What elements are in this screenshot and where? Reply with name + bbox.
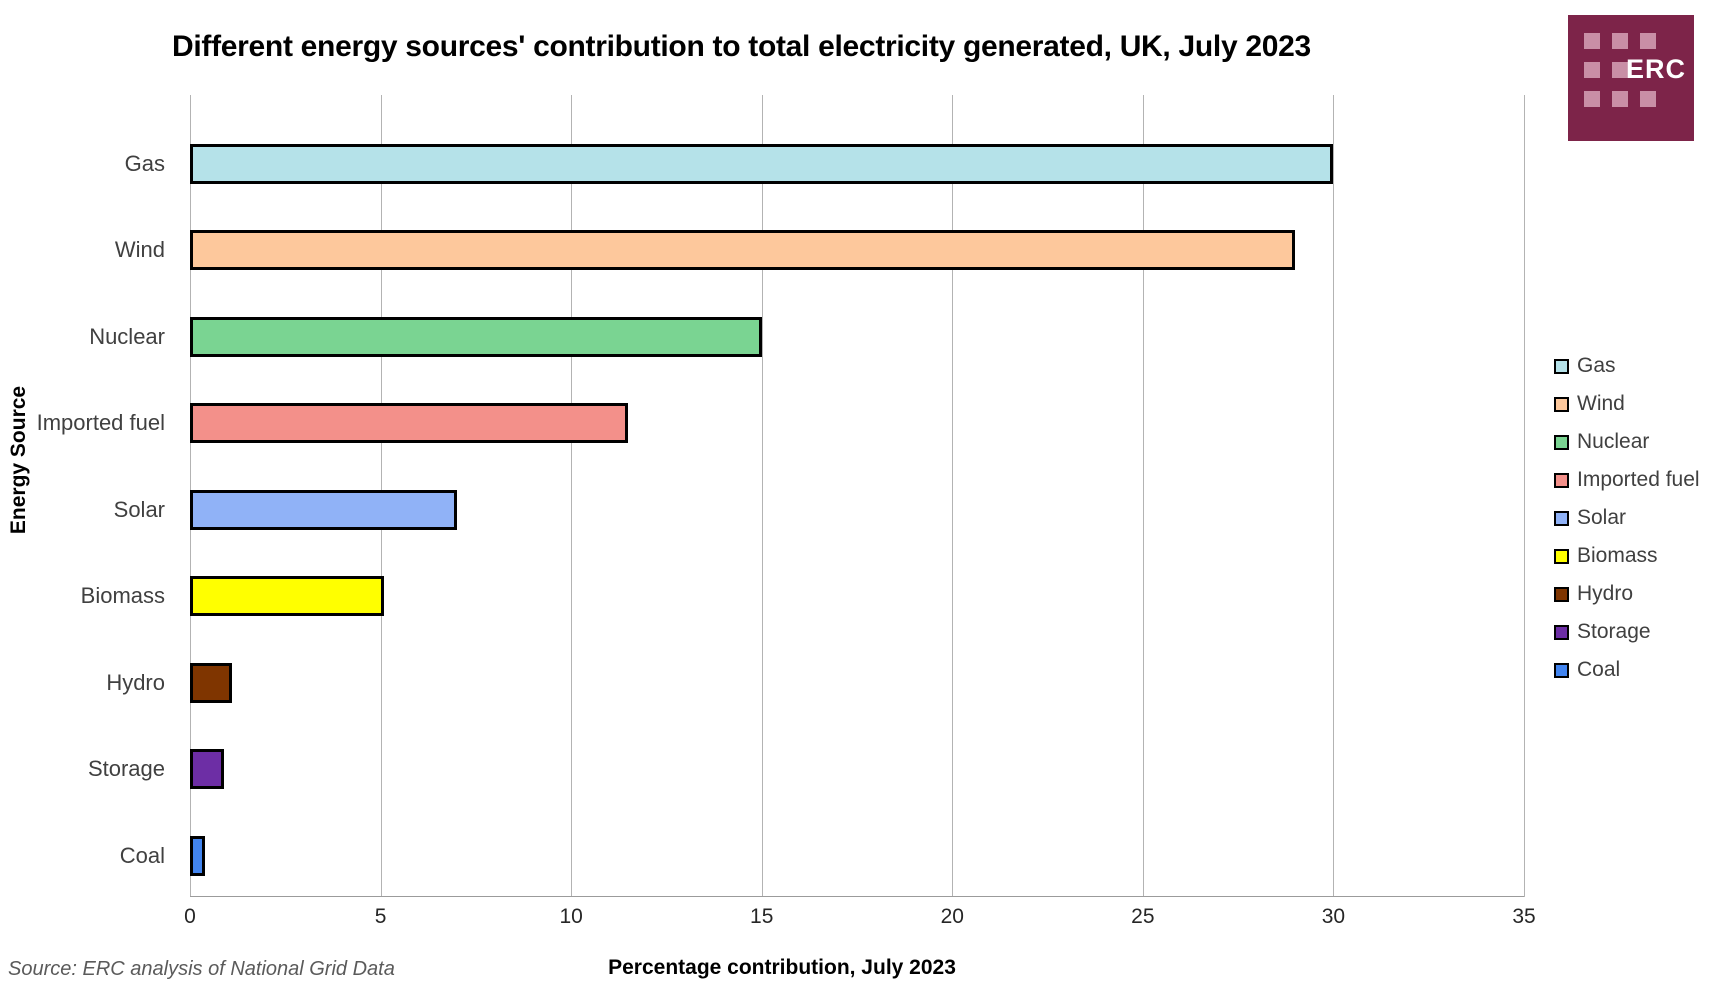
legend-label-storage: Storage (1577, 620, 1651, 643)
x-tick-label-10: 10 (559, 905, 583, 928)
category-label-hydro: Hydro (106, 669, 165, 695)
logo-square (1584, 33, 1600, 49)
logo-square (1640, 33, 1656, 49)
bar-imported-fuel (190, 403, 629, 443)
legend-item-nuclear: Nuclear (1554, 430, 1700, 454)
gridline-x-15 (761, 95, 763, 897)
category-label-nuclear: Nuclear (89, 323, 165, 349)
legend-item-wind: Wind (1554, 392, 1700, 416)
bar-storage (190, 749, 225, 789)
legend-label-solar: Solar (1577, 506, 1627, 529)
legend-swatch-biomass (1554, 548, 1569, 564)
legend-item-gas: Gas (1554, 354, 1700, 378)
legend-label-gas: Gas (1577, 354, 1616, 377)
legend-swatch-storage (1554, 624, 1569, 640)
logo-square (1612, 91, 1628, 107)
x-tick-label-0: 0 (184, 905, 196, 928)
category-label-solar: Solar (113, 496, 165, 522)
x-tick-label-35: 35 (1512, 905, 1536, 928)
legend-swatch-nuclear (1554, 434, 1569, 450)
erc-logo-square-grid (1584, 33, 1656, 107)
category-label-coal: Coal (119, 842, 165, 868)
gridline-x-10 (571, 95, 573, 897)
plot-area (190, 95, 1525, 897)
legend-swatch-solar (1554, 510, 1569, 526)
bar-solar (190, 489, 457, 530)
bar-biomass (190, 576, 385, 616)
legend-label-nuclear: Nuclear (1577, 430, 1650, 453)
gridline-x-35 (1524, 95, 1525, 897)
legend-item-storage: Storage (1554, 620, 1700, 644)
category-label-storage: Storage (87, 756, 165, 781)
x-tick-label-20: 20 (940, 905, 964, 928)
gridline-x-30 (1333, 95, 1335, 897)
legend-item-biomass: Biomass (1554, 544, 1700, 568)
x-tick-label-5: 5 (374, 905, 387, 928)
legend-swatch-imported-fuel (1554, 472, 1569, 488)
x-tick-label-30: 30 (1321, 905, 1346, 928)
x-tick-label-25: 25 (1131, 905, 1155, 928)
bar-wind (190, 230, 1296, 270)
bar-nuclear (190, 316, 762, 357)
logo-square (1612, 62, 1628, 78)
logo-square (1640, 91, 1656, 107)
category-label-gas: Gas (124, 150, 165, 176)
x-axis-title: Percentage contribution, July 2023 (608, 956, 956, 979)
chart-title: Different energy sources' contribution t… (172, 30, 1311, 63)
legend-swatch-wind (1554, 396, 1569, 412)
legend-swatch-coal (1554, 662, 1569, 678)
x-tick-label-15: 15 (750, 905, 774, 928)
logo-square (1584, 62, 1600, 78)
legend-item-coal: Coal (1554, 658, 1700, 682)
legend-item-imported-fuel: Imported fuel (1554, 468, 1700, 492)
gridline-x-25 (1142, 95, 1144, 897)
source-note: Source: ERC analysis of National Grid Da… (8, 958, 395, 980)
legend: Gas Wind Nuclear Imported fuel Solar Biomass H… (1554, 354, 1700, 696)
category-label-wind: Wind (114, 237, 165, 262)
legend-item-solar: Solar (1554, 506, 1700, 530)
erc-logo: ERC (1568, 15, 1694, 141)
category-label-biomass: Biomass (80, 583, 165, 608)
logo-square (1584, 91, 1600, 107)
logo-square (1612, 33, 1628, 49)
legend-label-hydro: Hydro (1577, 582, 1634, 605)
legend-label-imported-fuel: Imported fuel (1577, 468, 1700, 491)
gridline-x-20 (952, 95, 954, 897)
legend-swatch-hydro (1554, 586, 1569, 602)
legend-label-wind: Wind (1577, 392, 1625, 415)
bar-hydro (190, 662, 232, 703)
category-label-imported-fuel: Imported fuel (36, 410, 165, 435)
bar-coal (190, 835, 206, 876)
legend-label-coal: Coal (1577, 658, 1621, 681)
bar-gas (190, 143, 1334, 184)
legend-item-hydro: Hydro (1554, 582, 1700, 606)
legend-label-biomass: Biomass (1577, 544, 1658, 567)
legend-swatch-gas (1554, 358, 1569, 374)
x-axis-line (190, 896, 1524, 897)
erc-logo-text: ERC (1626, 54, 1687, 84)
